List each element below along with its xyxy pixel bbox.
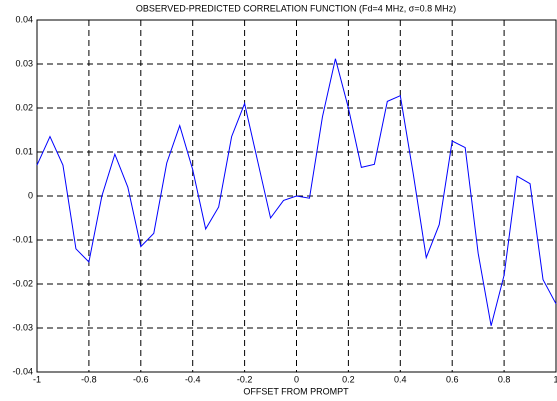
y-tick-label: 0.01 <box>15 146 33 156</box>
x-tick-label: -1 <box>33 374 41 384</box>
x-tick-label: 0.8 <box>498 374 511 384</box>
x-axis-label: OFFSET FROM PROMPT <box>243 386 349 396</box>
x-tick-label: -0.8 <box>81 374 97 384</box>
y-tick-label: -0.02 <box>12 278 33 288</box>
plot-frame <box>36 19 557 373</box>
y-tick-label: 0.03 <box>15 58 33 68</box>
x-tick-label: 0.2 <box>342 374 355 384</box>
x-tick-label: 0.6 <box>446 374 459 384</box>
x-tick-label: 1 <box>553 374 557 384</box>
data-line <box>36 58 557 326</box>
chart-title: OBSERVED-PREDICTED CORRELATION FUNCTION … <box>136 3 456 13</box>
x-tick-label: -0.4 <box>185 374 201 384</box>
x-tick-label: -0.6 <box>133 374 149 384</box>
x-tick-label: 0 <box>294 374 299 384</box>
y-tick-label: -0.03 <box>12 322 33 332</box>
y-tick-label: 0 <box>28 190 33 200</box>
y-tick-label: 0.04 <box>15 14 33 24</box>
x-tick-label: 0.4 <box>394 374 407 384</box>
y-tick-label: -0.04 <box>12 366 33 376</box>
y-tick-label: -0.01 <box>12 234 33 244</box>
x-tick-label: -0.2 <box>237 374 253 384</box>
y-tick-label: 0.02 <box>15 102 33 112</box>
